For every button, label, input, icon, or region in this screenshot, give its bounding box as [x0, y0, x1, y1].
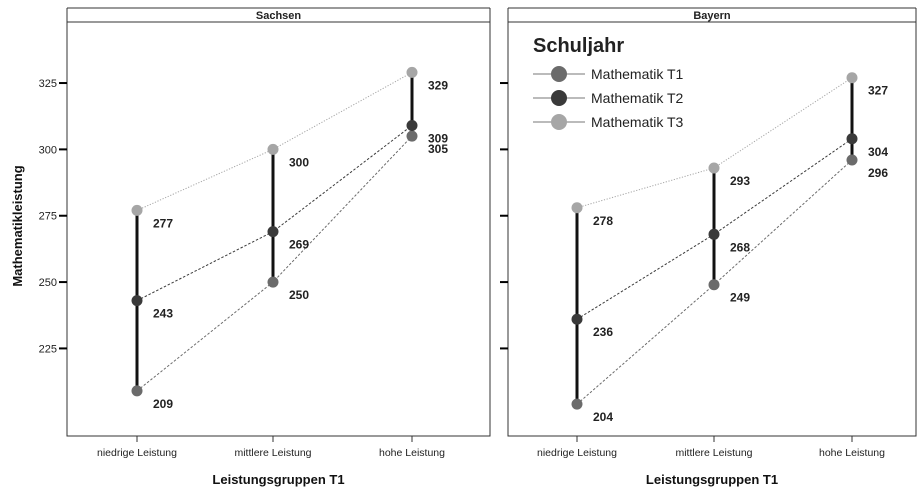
data-point	[267, 226, 279, 238]
data-label: 269	[289, 238, 309, 252]
x-axis-title: Leistungsgruppen T1	[212, 472, 344, 487]
legend-swatch	[551, 66, 567, 82]
data-point	[708, 228, 720, 240]
data-label: 300	[289, 155, 309, 169]
data-label: 278	[593, 214, 613, 228]
y-axis-title: Mathematikleistung	[10, 165, 25, 286]
data-label: 305	[428, 142, 448, 156]
data-label: 304	[868, 145, 888, 159]
data-point	[131, 385, 143, 397]
plot-frame	[66, 21, 491, 437]
panel-0: Sachsen 225 250 275 300 325 niedrige Leistung m…	[39, 7, 491, 487]
y-tick-label: 275	[39, 211, 57, 223]
x-axis-title: Leistungsgruppen T1	[646, 472, 778, 487]
panel-title: Bayern	[693, 10, 731, 22]
legend-swatch	[551, 90, 567, 106]
data-label: 268	[730, 240, 750, 254]
data-point	[846, 154, 858, 166]
x-tick-label: niedrige Leistung	[537, 447, 617, 459]
data-label: 243	[153, 307, 173, 321]
x-tick-label: mittlere Leistung	[234, 447, 311, 459]
y-tick-label: 225	[39, 343, 57, 355]
data-point	[406, 130, 418, 142]
data-point	[406, 120, 418, 131]
data-point	[708, 279, 720, 291]
data-point	[846, 72, 858, 84]
panel-1: Bayern niedrige Leistung mittlere Leistung…	[500, 7, 917, 487]
data-label: 309	[428, 132, 448, 146]
data-point	[708, 162, 720, 174]
data-label: 209	[153, 397, 173, 411]
data-point	[267, 276, 279, 288]
x-tick-label: hohe Leistung	[819, 447, 885, 459]
data-point	[571, 313, 583, 325]
legend-label: Mathematik T1	[591, 66, 684, 82]
data-point	[571, 398, 583, 410]
data-label: 327	[868, 84, 888, 98]
y-tick-label: 250	[39, 277, 57, 289]
panel-title: Sachsen	[256, 10, 302, 22]
legend-label: Mathematik T2	[591, 90, 684, 106]
legend-title: Schuljahr	[533, 35, 624, 57]
data-label: 250	[289, 288, 309, 302]
data-label: 293	[730, 174, 750, 188]
data-label: 249	[730, 291, 750, 305]
data-point	[846, 133, 858, 145]
y-tick-label: 300	[39, 144, 57, 156]
x-tick-label: mittlere Leistung	[675, 447, 752, 459]
plot-frame	[507, 21, 917, 437]
data-point	[131, 295, 143, 307]
x-tick-label: hohe Leistung	[379, 447, 445, 459]
data-label: 277	[153, 216, 173, 230]
data-label: 236	[593, 325, 613, 339]
x-tick-label: niedrige Leistung	[97, 447, 177, 459]
data-point	[131, 204, 143, 216]
data-point	[267, 143, 279, 155]
data-point	[406, 66, 418, 78]
data-label: 204	[593, 410, 613, 424]
data-label: 296	[868, 166, 888, 180]
panels: Sachsen 225 250 275 300 325 niedrige Leistung m…	[39, 7, 917, 487]
legend-swatch	[551, 114, 567, 130]
data-point	[571, 202, 583, 214]
legend-label: Mathematik T3	[591, 114, 684, 130]
y-tick-label: 325	[39, 78, 57, 90]
data-label: 329	[428, 78, 448, 92]
series-line-2	[576, 77, 853, 209]
